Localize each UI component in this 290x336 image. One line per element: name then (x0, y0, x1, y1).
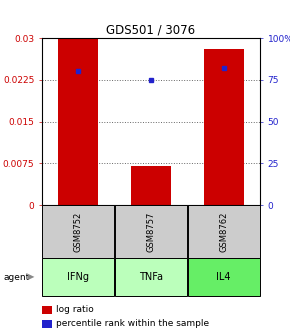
Text: TNFa: TNFa (139, 272, 163, 282)
Bar (58, 38, 98, 205)
Text: percentile rank within the sample: percentile rank within the sample (56, 320, 209, 329)
FancyBboxPatch shape (115, 258, 187, 296)
Text: log ratio: log ratio (56, 305, 94, 314)
Text: GSM8762: GSM8762 (219, 211, 228, 252)
Text: GSM8757: GSM8757 (146, 211, 155, 252)
Bar (204, 49, 244, 205)
FancyBboxPatch shape (42, 258, 114, 296)
FancyBboxPatch shape (188, 205, 260, 258)
Text: IL4: IL4 (216, 272, 231, 282)
Bar (131, 166, 171, 205)
FancyBboxPatch shape (188, 258, 260, 296)
Text: agent: agent (4, 272, 30, 282)
FancyBboxPatch shape (42, 205, 114, 258)
Text: GSM8752: GSM8752 (74, 211, 83, 252)
Title: GDS501 / 3076: GDS501 / 3076 (106, 24, 195, 37)
Text: ▶: ▶ (28, 272, 35, 282)
Text: IFNg: IFNg (67, 272, 89, 282)
FancyBboxPatch shape (115, 205, 187, 258)
